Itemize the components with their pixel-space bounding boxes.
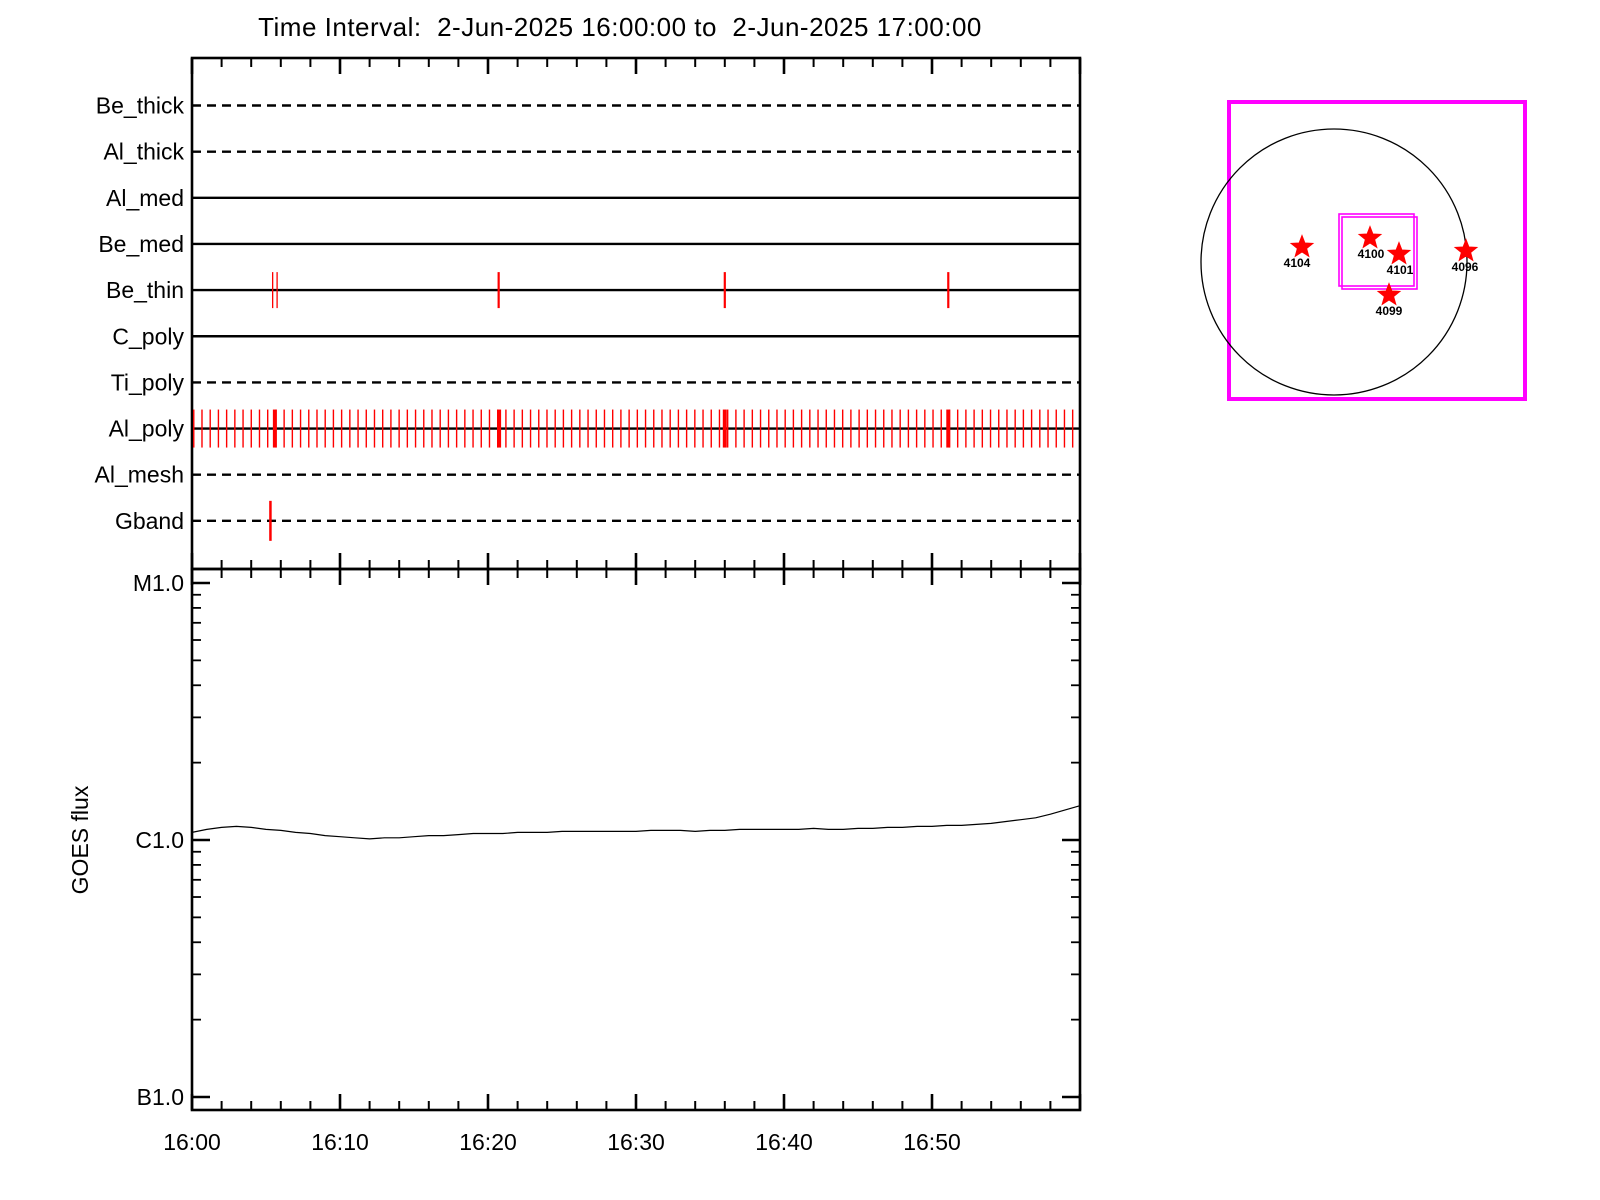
filter-row-gband: Gband [115,500,1080,541]
time-tick-label: 16:30 [607,1129,665,1155]
map-fov-box [1338,213,1415,287]
filter-row-be_thin: Be_thin [106,272,1080,309]
solar-limb-circle [1200,128,1468,396]
time-tick-label: 16:40 [755,1129,813,1155]
time-tick-label: 16:00 [163,1129,221,1155]
map-outer-box [1227,100,1527,401]
filter-row-label: Al_mesh [95,462,184,488]
filter-row-be_thick: Be_thick [96,93,1080,119]
filter-row-be_med: Be_med [98,231,1080,257]
active-region-label: 4096 [1452,260,1479,274]
active-region-star [1376,282,1402,306]
active-region-label: 4099 [1376,304,1403,318]
active-region-4096: 4096 [1452,238,1479,274]
active-region-4104: 4104 [1284,234,1315,270]
active-region-4099: 4099 [1376,282,1403,318]
filter-row-label: Al_poly [109,416,185,442]
filter-row-al_thick: Al_thick [103,139,1080,165]
active-region-4100: 4100 [1357,225,1385,261]
plot-title: Time Interval: 2-Jun-2025 16:00:00 to 2-… [258,12,982,42]
active-region-star [1386,241,1412,265]
time-tick-label: 16:20 [459,1129,517,1155]
active-region-label: 4104 [1284,256,1311,270]
goes-flux-curve [191,805,1081,840]
filter-row-al_med: Al_med [106,185,1080,211]
goes-panel-frame [190,567,1082,1112]
filter-row-c_poly: C_poly [112,323,1080,349]
time-tick-label: 16:50 [903,1129,961,1155]
filter-row-al_mesh: Al_mesh [95,462,1080,488]
flux-axis: M1.0 C1.0 B1.0 GOES flux [67,570,1080,1110]
flux-tick-label: M1.0 [133,570,184,596]
active-region-star [1453,238,1479,262]
flux-tick-label: C1.0 [135,827,184,853]
flux-tick-label: B1.0 [137,1084,184,1110]
time-axis-labels: 16:00 16:10 16:20 16:30 16:40 16:50 [163,1129,961,1155]
filter-timeline: Be_thick Al_thick Al_med Be_med Be_thin C_pol… [95,93,1080,541]
active-region-4101: 4101 [1386,241,1414,277]
filter-row-label: Be_thick [96,93,185,119]
filter-row-label: Gband [115,508,184,534]
time-tick-label: 16:10 [311,1129,369,1155]
filter-row-ti_poly: Ti_poly [111,369,1080,395]
filter-row-label: Be_thin [106,277,184,303]
map-fov-box [1341,216,1418,290]
filter-row-label: C_poly [112,323,184,349]
active-region-star [1357,225,1383,249]
filter-row-label: Ti_poly [111,369,185,395]
filter-row-al_poly: Al_poly [109,409,1080,448]
filter-row-label: Al_thick [103,139,184,165]
filter-row-label: Be_med [98,231,184,257]
active-region-label: 4100 [1358,247,1385,261]
filter-row-label: Al_med [106,185,184,211]
timeline-panel-frame [190,56,1082,571]
time-axis-ticks [190,58,1082,1110]
goes-ylabel: GOES flux [67,785,93,894]
active-region-label: 4101 [1387,263,1414,277]
active-region-star [1289,234,1315,258]
